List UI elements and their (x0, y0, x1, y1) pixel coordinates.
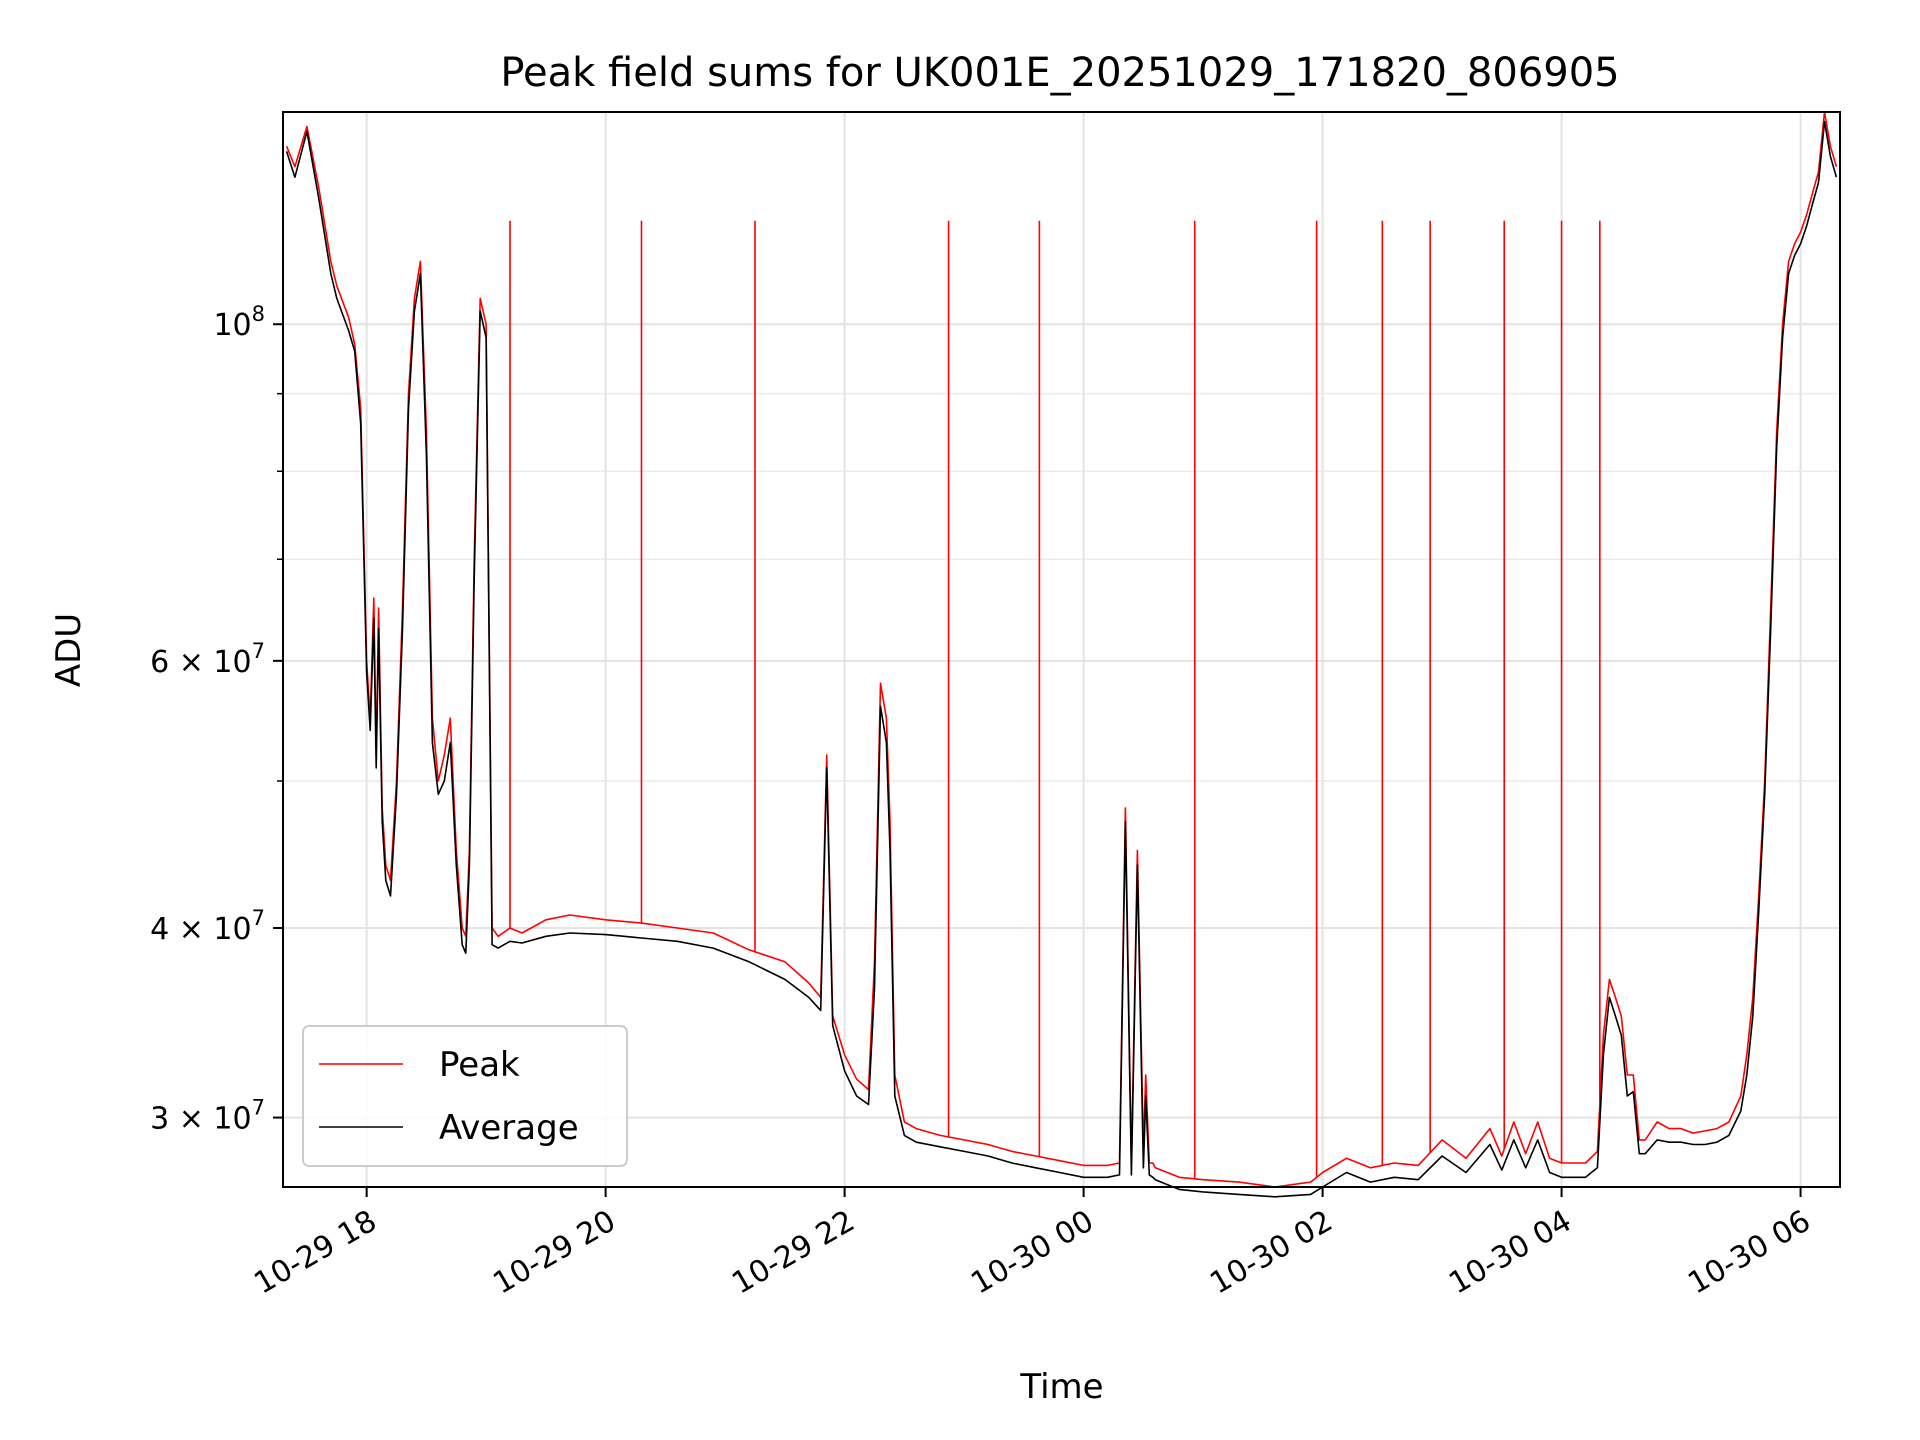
x-tick-label: 10-29 18 (248, 1204, 382, 1302)
x-tick-label: 10-30 02 (1204, 1204, 1338, 1302)
x-tick-label: 10-30 00 (965, 1204, 1099, 1302)
legend-label-peak: Peak (439, 1045, 520, 1085)
y-tick-label: 4 × 107 (150, 906, 265, 947)
x-tick-label: 10-29 20 (487, 1204, 621, 1302)
y-tick-label: 108 (213, 302, 265, 343)
x-axis: 10-29 18 10-29 20 10-29 22 10-30 00 10-30 02… (248, 1187, 1817, 1302)
legend-box (302, 1025, 628, 1167)
y-axis: 3 × 107 4 × 107 6 × 107 108 (150, 302, 283, 1137)
series-line-average (285, 120, 1838, 1198)
y-tick-label: 6 × 107 (150, 639, 265, 680)
legend-label-average: Average (439, 1108, 579, 1148)
y-axis-label: ADU (49, 613, 89, 687)
chart-title: Peak field sums for UK001E_20251029_1718… (500, 50, 1619, 96)
x-tick-label: 10-30 04 (1443, 1204, 1577, 1302)
plot-frame (282, 111, 1841, 1188)
series-layer (285, 111, 1838, 1198)
x-axis-label: Time (1019, 1367, 1103, 1407)
legend: Peak Average (302, 1025, 628, 1167)
x-tick-label: 10-30 06 (1682, 1204, 1816, 1302)
x-tick-label: 10-29 22 (726, 1204, 860, 1302)
y-tick-label: 3 × 107 (150, 1096, 265, 1137)
